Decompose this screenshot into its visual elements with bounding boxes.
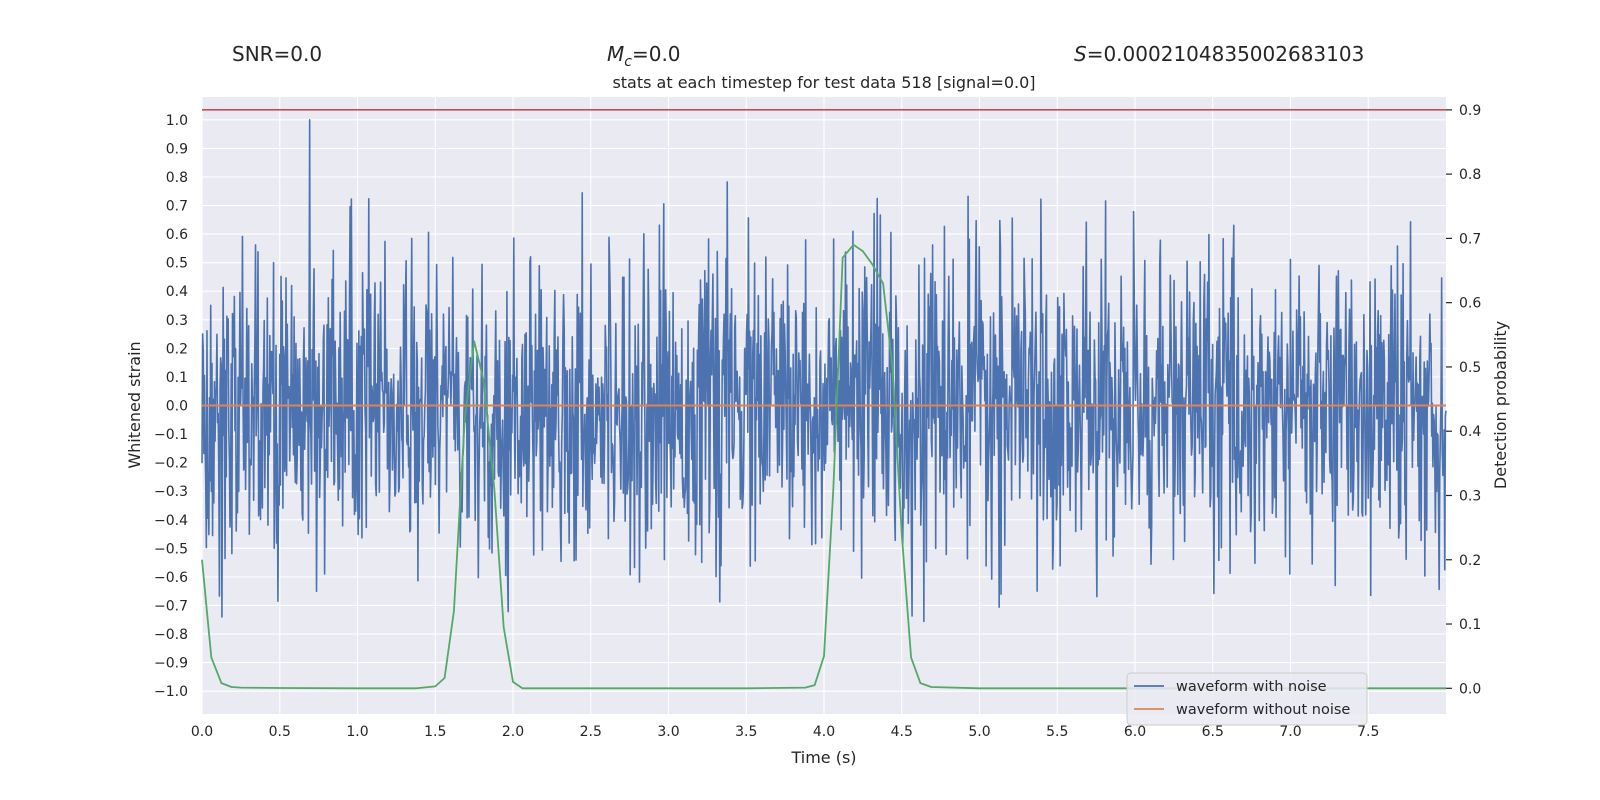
x-tick-label: 5.0: [968, 724, 990, 740]
y-left-tick-label: 1.0: [166, 113, 188, 129]
legend-label-waveform-without-noise: waveform without noise: [1176, 702, 1350, 718]
y-left-tick-label: −0.9: [154, 656, 188, 672]
x-tick-label: 0.5: [269, 724, 291, 740]
y-right-tick-label: 0.8: [1459, 167, 1481, 183]
x-tick-label: 4.0: [813, 724, 835, 740]
snr-stat: SNR=0.0: [232, 42, 322, 66]
chirp-mass-subscript: c: [624, 54, 632, 70]
y-left-tick-label: −0.3: [154, 484, 188, 500]
s-stat-value: =0.0002104835002683103: [1087, 42, 1365, 66]
x-tick-label: 6.0: [1124, 724, 1146, 740]
y-left-tick-label: −0.5: [154, 541, 188, 557]
x-tick-label: 3.0: [657, 724, 679, 740]
y-left-tick-label: −0.8: [154, 627, 188, 643]
y-right-tick-label: 0.4: [1459, 424, 1481, 440]
y-left-tick-label: −0.2: [154, 456, 188, 472]
x-tick-label: 7.0: [1279, 724, 1301, 740]
s-stat-symbol: S: [1074, 42, 1087, 66]
y-left-tick-label: 0.7: [166, 199, 188, 215]
y-left-tick-label: 0.4: [166, 284, 188, 300]
y-left-tick-label: 0.3: [166, 313, 188, 329]
y-left-tick-label: −1.0: [154, 684, 188, 700]
y-left-tick-label: 0.8: [166, 170, 188, 186]
y-left-tick-label: 0.5: [166, 256, 188, 272]
y-left-axis-label: Whitened strain: [125, 341, 144, 468]
chirp-mass-symbol: M: [607, 42, 624, 66]
line-detection-probability: [201, 243, 1446, 690]
y-left-axis-ticks: 1.0 0.9 0.8 0.7 0.6 0.5 0.4 0.3 0.2 0.1 0.0 −0.1 −0.…: [154, 113, 188, 700]
y-left-tick-label: −0.7: [154, 598, 188, 614]
series-waveform-with-noise: [201, 119, 1447, 623]
chart-title: stats at each timestep for test data 518…: [612, 73, 1035, 92]
y-right-tick-label: 0.1: [1459, 617, 1481, 633]
x-tick-label: 4.5: [891, 724, 913, 740]
y-right-tick-label: 0.7: [1459, 231, 1481, 247]
y-left-tick-label: 0.0: [166, 399, 188, 415]
y-left-tick-label: 0.9: [166, 141, 188, 157]
x-tick-label: 2.5: [580, 724, 602, 740]
y-right-tick-label: 0.0: [1459, 681, 1481, 697]
x-tick-label: 6.5: [1202, 724, 1224, 740]
y-right-tick-label: 0.6: [1459, 296, 1481, 312]
chirp-mass-value: =0.0: [632, 42, 681, 66]
x-tick-label: 1.0: [346, 724, 368, 740]
y-right-axis-ticks: 0.9 0.8 0.7 0.6 0.5 0.4 0.3 0.2 0.1 0.0: [1446, 103, 1481, 697]
x-tick-label: 1.5: [424, 724, 446, 740]
legend: waveform with noise waveform without noi…: [1126, 672, 1368, 726]
line-waveform-with-noise: [201, 119, 1447, 623]
x-tick-label: 0.0: [191, 724, 213, 740]
y-left-tick-label: 0.6: [166, 227, 188, 243]
y-left-tick-label: −0.6: [154, 570, 188, 586]
legend-box: [1126, 672, 1368, 726]
x-tick-label: 3.5: [735, 724, 757, 740]
y-left-tick-label: 0.1: [166, 370, 188, 386]
chirp-mass-stat: Mc=0.0: [607, 42, 681, 70]
y-right-tick-label: 0.5: [1459, 360, 1481, 376]
y-left-tick-label: 0.2: [166, 341, 188, 357]
y-right-tick-label: 0.9: [1459, 103, 1481, 119]
x-axis-ticks: 0.0 0.5 1.0 1.5 2.0 2.5 3.0 3.5 4.0 4.5 5.0 5.5 6.0 6…: [191, 724, 1380, 740]
s-stat: S=0.0002104835002683103: [1074, 42, 1364, 66]
legend-label-waveform-with-noise: waveform with noise: [1176, 679, 1327, 695]
series-lines: [201, 109, 1446, 690]
x-tick-label: 5.5: [1046, 724, 1068, 740]
x-tick-label: 2.0: [502, 724, 524, 740]
x-axis-label: Time (s): [790, 748, 856, 767]
y-right-tick-label: 0.3: [1459, 488, 1481, 504]
y-right-tick-label: 0.2: [1459, 553, 1481, 569]
x-tick-label: 7.5: [1357, 724, 1379, 740]
y-right-axis-label: Detection probability: [1491, 321, 1510, 489]
y-left-tick-label: −0.1: [154, 427, 188, 443]
y-left-tick-label: −0.4: [154, 513, 188, 529]
